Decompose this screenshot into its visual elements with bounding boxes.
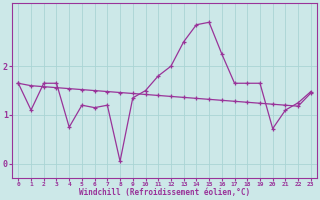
X-axis label: Windchill (Refroidissement éolien,°C): Windchill (Refroidissement éolien,°C) <box>79 188 250 197</box>
